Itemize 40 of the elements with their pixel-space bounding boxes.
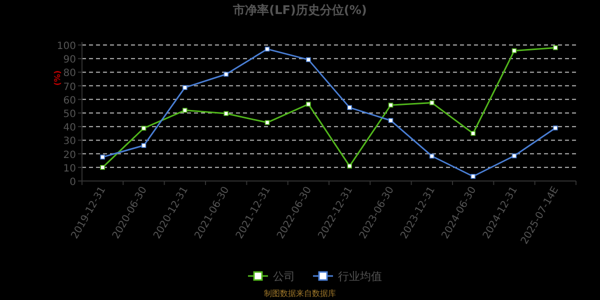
point (182, 108, 188, 113)
y-tick-label: 80 (63, 68, 76, 80)
point (388, 118, 394, 123)
point (141, 126, 146, 131)
legend-label: 行业均值 (338, 270, 382, 283)
point (430, 100, 434, 106)
point (306, 102, 311, 107)
y-tick-label: 60 (63, 95, 76, 106)
point (512, 48, 517, 54)
point (264, 46, 270, 52)
point (306, 57, 311, 62)
y-tick-label: 100 (56, 41, 76, 52)
text: 制图数据来自数据库 (264, 289, 336, 298)
point (553, 126, 558, 130)
y-tick-label: 50 (63, 109, 76, 120)
point (264, 120, 270, 125)
point (100, 154, 105, 160)
point (553, 45, 558, 50)
point (182, 85, 188, 90)
y-tick-label: 90 (63, 54, 76, 66)
point (224, 111, 228, 116)
chart-title: 市净率(LF)历史分位(%) (232, 3, 367, 17)
y-tick-label: 70 (63, 82, 76, 93)
point (470, 131, 476, 136)
point (141, 143, 146, 148)
y-tick-label: 0 (70, 177, 76, 188)
y-tick-label: 20 (63, 150, 76, 161)
point (100, 165, 105, 170)
point (430, 154, 434, 159)
point (224, 72, 228, 77)
y-tick-label: 40 (63, 122, 76, 134)
point (470, 174, 476, 179)
y-tick-label: 30 (63, 136, 76, 148)
point (347, 105, 352, 110)
y-axis-title: (%) (53, 70, 62, 86)
point (512, 153, 517, 158)
y-tick-label: 10 (63, 163, 76, 174)
point (388, 102, 394, 108)
point (347, 164, 352, 168)
legend-label: 公司 (273, 270, 295, 283)
